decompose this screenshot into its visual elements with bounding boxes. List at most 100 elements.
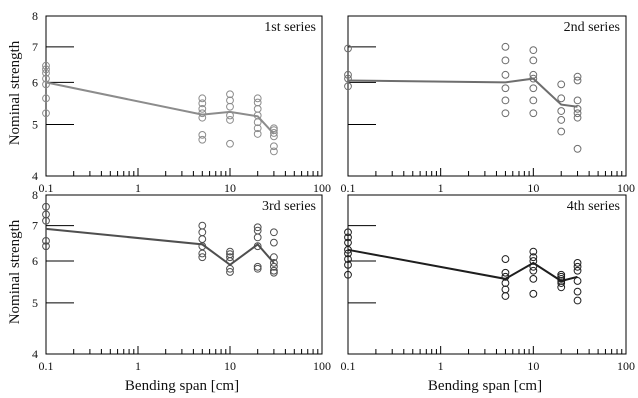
- data-point: [198, 253, 207, 262]
- data-point: [501, 272, 510, 281]
- data-point: [42, 80, 50, 89]
- x-axis-label-right: Bending span [cm]: [428, 378, 542, 394]
- data-point: [226, 102, 234, 111]
- mean-line: [347, 248, 578, 283]
- data-point: [253, 233, 262, 242]
- y-axis-label-bottom: Nominal strength: [7, 219, 23, 324]
- data-point: [42, 202, 50, 211]
- data-point: [198, 94, 207, 103]
- x-tick-label: 0.1: [341, 359, 356, 373]
- data-point: [529, 247, 538, 256]
- chart-panel: 0.1 1 10 100 2nd series: [341, 15, 635, 195]
- data-point: [529, 262, 538, 271]
- mean-line: [347, 77, 578, 108]
- data-point: [269, 266, 278, 275]
- data-point: [573, 104, 582, 113]
- data-point: [344, 249, 352, 258]
- data-point: [253, 118, 262, 127]
- data-point: [557, 80, 566, 89]
- x-tick-label: 0.1: [39, 359, 54, 373]
- data-point: [573, 287, 582, 296]
- data-point: [557, 270, 566, 279]
- x-tick-label: 10: [224, 359, 236, 373]
- x-tick-label: 100: [617, 181, 635, 195]
- series-title: 3rd series: [262, 199, 316, 214]
- data-point: [226, 90, 234, 99]
- data-point: [529, 274, 538, 283]
- mean-line: [45, 227, 275, 267]
- data-point: [529, 84, 538, 93]
- data-point: [42, 109, 50, 118]
- data-point: [344, 228, 352, 237]
- x-tick-label: 10: [527, 181, 539, 195]
- data-point: [344, 233, 352, 242]
- y-tick-label: 7: [32, 219, 38, 233]
- data-point: [198, 99, 207, 108]
- series-title: 4th series: [567, 199, 620, 214]
- data-point: [226, 268, 234, 276]
- data-point: [344, 82, 352, 91]
- data-point: [269, 262, 278, 271]
- mean-line: [45, 81, 275, 135]
- data-point: [344, 70, 352, 79]
- data-point: [269, 129, 278, 137]
- data-point: [344, 255, 352, 263]
- plot-frame: [45, 194, 323, 355]
- data-point: [529, 109, 538, 118]
- data-point: [344, 74, 352, 83]
- data-point: [198, 228, 207, 237]
- data-point: [573, 277, 582, 285]
- data-point: [557, 107, 566, 115]
- data-point: [253, 242, 262, 251]
- data-point: [253, 124, 262, 133]
- data-point: [198, 135, 207, 144]
- data-point: [226, 116, 234, 124]
- y-tick-label: 4: [32, 347, 38, 361]
- data-point: [529, 257, 538, 265]
- data-point: [42, 216, 50, 225]
- chart-panel: 0.1 1 10 100 4 5 6 7 8 1st series: [32, 9, 331, 195]
- series-title: 1st series: [264, 20, 316, 35]
- data-point: [198, 130, 207, 139]
- data-point: [557, 274, 566, 283]
- data-point: [529, 96, 538, 105]
- data-point: [557, 272, 566, 281]
- data-point: [344, 44, 352, 53]
- x-tick-label: 1: [135, 359, 141, 373]
- x-tick-label: 0.1: [39, 181, 54, 195]
- data-point: [269, 126, 278, 134]
- plot-frame: [347, 15, 627, 177]
- data-point: [573, 262, 582, 271]
- data-point: [573, 113, 582, 122]
- plot-frame: [45, 15, 323, 177]
- data-point: [269, 228, 278, 237]
- data-point: [269, 259, 278, 267]
- data-point: [557, 283, 566, 292]
- x-tick-label: 1: [438, 181, 444, 195]
- x-tick-label: 100: [617, 359, 635, 373]
- data-point: [198, 104, 207, 113]
- data-point: [501, 70, 510, 79]
- data-point: [198, 109, 207, 118]
- data-point: [557, 94, 566, 103]
- data-point: [501, 292, 510, 300]
- y-tick-label: 5: [32, 296, 38, 310]
- data-point: [344, 260, 352, 269]
- data-point: [573, 76, 582, 85]
- data-point: [573, 109, 582, 118]
- data-point: [198, 235, 207, 244]
- data-point: [269, 268, 278, 277]
- data-point: [573, 259, 582, 267]
- y-tick-label: 8: [32, 188, 38, 202]
- data-point: [269, 132, 278, 141]
- data-point: [573, 72, 582, 81]
- data-point: [42, 94, 50, 103]
- data-point: [501, 56, 510, 65]
- x-axis-label-left: Bending span [cm]: [125, 378, 239, 394]
- data-point: [269, 253, 278, 262]
- x-tick-label: 1: [438, 359, 444, 373]
- chart-panel: 0.1 1 10 100 4th series: [341, 194, 635, 373]
- data-point: [557, 279, 566, 287]
- data-point: [269, 147, 278, 156]
